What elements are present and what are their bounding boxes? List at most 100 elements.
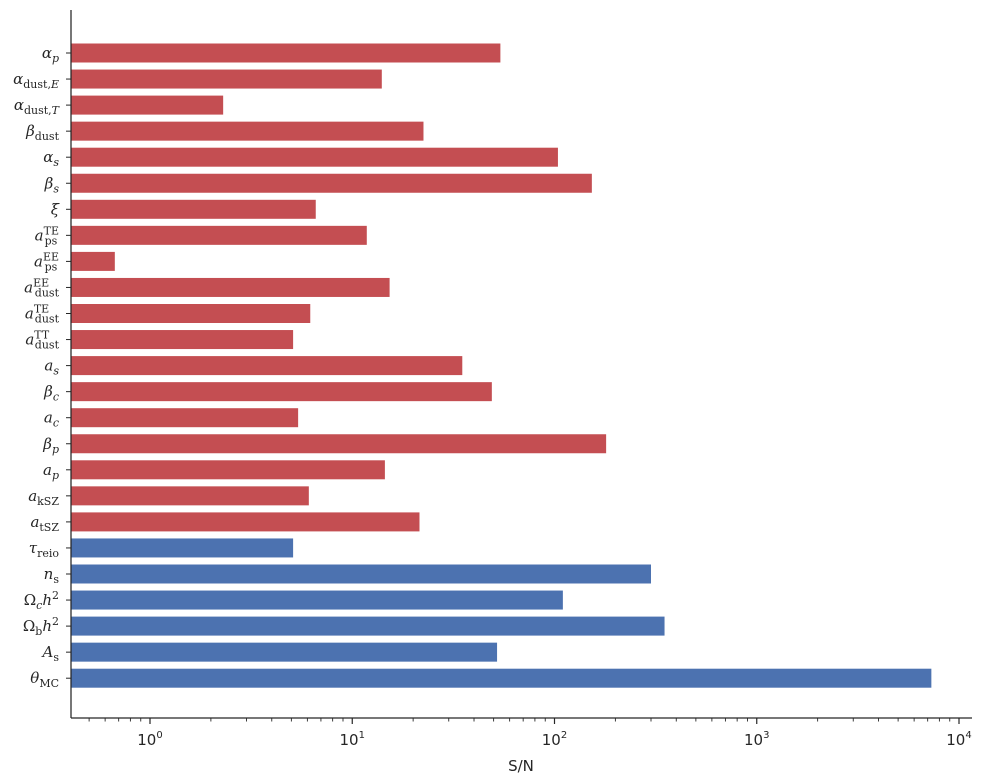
y-label-beta_s: βs xyxy=(44,174,60,195)
y-label-part: kSZ xyxy=(37,495,59,508)
y-label-part: h xyxy=(42,617,52,635)
y-label-part: a xyxy=(30,513,39,531)
y-label-part: 2 xyxy=(52,615,59,628)
y-label-part: α xyxy=(13,70,23,88)
bar-xi xyxy=(71,199,316,219)
y-label-beta_dust: βdust xyxy=(25,122,59,143)
bar-alpha_dust_E xyxy=(71,69,382,89)
y-label-alpha_dust_T: αdust,T xyxy=(14,96,61,117)
y-label-part: MC xyxy=(39,677,59,690)
y-label-part: h xyxy=(42,591,52,609)
x-tick-label-0: 100 xyxy=(137,730,162,749)
bar-a_dust_EE xyxy=(71,277,390,297)
x-tick-exponent: 0 xyxy=(156,730,162,741)
y-label-part: TE xyxy=(34,303,49,316)
y-label-part: tSZ xyxy=(39,521,59,534)
y-label-a_tSZ: atSZ xyxy=(30,513,59,534)
y-label-part: α xyxy=(42,44,52,62)
y-label-part: β xyxy=(42,435,52,453)
y-label-Omega_b_h2: Ωbh2 xyxy=(23,615,59,638)
x-tick-base: 10 xyxy=(744,731,763,749)
bar-alpha_p xyxy=(71,43,501,63)
y-label-part: dust xyxy=(35,313,60,326)
y-label-part: E xyxy=(50,78,59,91)
y-label-part: p xyxy=(52,469,59,482)
bar-tau_reio xyxy=(71,538,294,558)
y-label-part: b xyxy=(35,625,42,638)
y-label-part: s xyxy=(53,182,59,195)
x-tick-base: 10 xyxy=(137,731,156,749)
x-tick-base: 10 xyxy=(542,731,561,749)
y-label-part: p xyxy=(52,52,59,65)
y-label-tau_reio: τreio xyxy=(29,539,60,560)
y-label-alpha_p: αp xyxy=(42,44,59,65)
y-label-part: β xyxy=(44,174,54,192)
y-label-part: ξ xyxy=(51,200,60,218)
bar-A_s xyxy=(71,642,498,662)
y-label-part: dust xyxy=(35,286,60,299)
bar-n_s xyxy=(71,564,651,584)
x-tick-label-1: 101 xyxy=(340,730,365,749)
y-label-part: a xyxy=(24,278,33,296)
x-tick-exponent: 4 xyxy=(965,730,971,741)
y-label-a_ps_EE: aEE ps xyxy=(34,250,59,273)
y-label-part: θ xyxy=(30,669,39,687)
y-label-part: a xyxy=(35,226,44,244)
y-label-part: T xyxy=(52,104,61,117)
y-label-a_dust_TE: aTE dust xyxy=(25,303,60,326)
bar-beta_c xyxy=(71,382,492,402)
y-label-part: s xyxy=(53,365,59,378)
y-label-part: a xyxy=(34,252,43,270)
bar-a_ps_EE xyxy=(71,251,115,271)
y-label-part: a xyxy=(43,461,52,479)
bar-a_dust_TT xyxy=(71,330,294,350)
x-tick-exponent: 3 xyxy=(763,730,769,741)
bar-a_tSZ xyxy=(71,512,420,532)
y-label-a_c: ac xyxy=(44,409,59,430)
x-tick-exponent: 2 xyxy=(561,730,567,741)
y-label-xi: ξ xyxy=(51,200,60,218)
y-label-beta_p: βp xyxy=(42,435,59,456)
x-tick-label-2: 102 xyxy=(542,730,567,749)
x-tick-label-3: 103 xyxy=(744,730,769,749)
y-label-part: p xyxy=(52,443,59,456)
y-label-part: dust xyxy=(35,339,60,352)
y-label-part: τ xyxy=(29,539,38,557)
y-label-beta_c: βc xyxy=(43,383,59,404)
y-label-part: β xyxy=(25,122,35,140)
y-label-part: α xyxy=(14,96,24,114)
y-label-a_dust_TT: aTT dust xyxy=(25,329,59,352)
y-label-part: ps xyxy=(45,234,58,247)
y-label-a_dust_EE: aEE dust xyxy=(24,276,59,299)
y-label-a_p: ap xyxy=(43,461,59,482)
x-ticks: 100 101 102 103 104 xyxy=(88,718,972,749)
bar-beta_dust xyxy=(71,121,424,141)
bar-a_p xyxy=(71,460,385,480)
y-label-alpha_dust_E: αdust,E xyxy=(13,70,59,91)
y-label-part: c xyxy=(53,417,59,430)
bar-Omega_c_h2 xyxy=(71,590,563,610)
y-label-a_s: as xyxy=(44,357,59,378)
y-label-part: a xyxy=(28,487,37,505)
y-label-part: ps xyxy=(45,260,58,273)
x-tick-base: 10 xyxy=(340,731,359,749)
bar-Omega_b_h2 xyxy=(71,616,665,636)
y-label-part: dust, xyxy=(24,104,52,117)
y-label-part: a xyxy=(25,305,34,323)
y-label-part: s xyxy=(53,156,59,169)
y-label-part: Ω xyxy=(24,591,36,609)
y-label-a_ps_TE: aTE ps xyxy=(35,224,59,247)
y-label-n_s: ns xyxy=(44,565,60,586)
y-label-part: a xyxy=(25,331,34,349)
y-label-part: TE xyxy=(44,224,59,237)
y-label-part: s xyxy=(53,573,59,586)
y-label-Omega_c_h2: Ωch2 xyxy=(24,589,59,612)
y-label-part: n xyxy=(44,565,54,583)
y-label-part: Ω xyxy=(23,617,35,635)
y-label-part: a xyxy=(44,357,53,375)
bar-a_kSZ xyxy=(71,486,309,506)
y-label-part: c xyxy=(53,391,59,404)
bar-a_dust_TE xyxy=(71,304,311,323)
y-label-theta_MC: θMC xyxy=(30,669,59,690)
